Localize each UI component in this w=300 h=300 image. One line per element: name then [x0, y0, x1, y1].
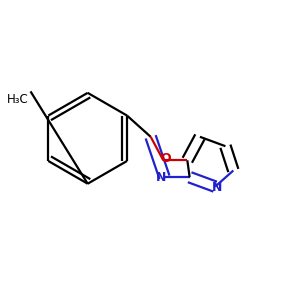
Text: O: O [160, 152, 171, 165]
Text: N: N [156, 171, 166, 184]
Text: H₃C: H₃C [7, 93, 29, 106]
Text: N: N [212, 181, 223, 194]
